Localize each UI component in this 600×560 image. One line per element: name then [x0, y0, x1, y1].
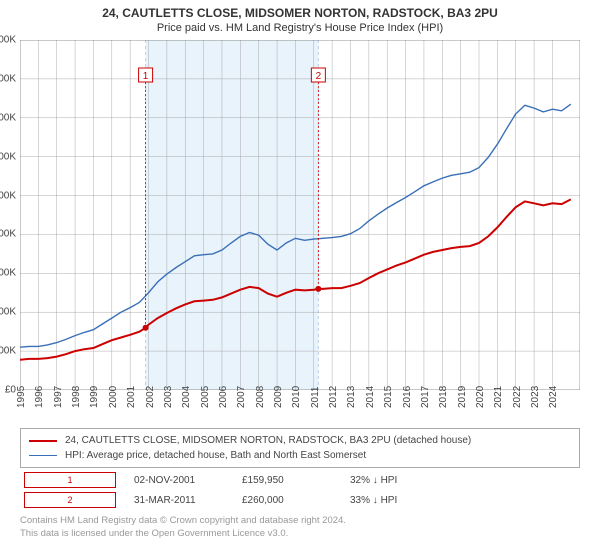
y-tick-label: £0	[5, 385, 16, 396]
svg-text:2: 2	[316, 71, 322, 82]
x-tick-label: 2023	[530, 386, 541, 408]
sale-delta: 33% ↓ HPI	[350, 495, 440, 506]
y-tick-label: £500K	[0, 190, 16, 201]
legend-row-subject: 24, CAUTLETTS CLOSE, MIDSOMER NORTON, RA…	[29, 433, 571, 448]
y-tick-label: £700K	[0, 112, 16, 123]
x-tick-label: 2017	[420, 386, 431, 408]
sales-list: 1 02-NOV-2001 £159,950 32% ↓ HPI 2 31-MAR-201…	[20, 468, 580, 508]
chart-svg: 12	[20, 40, 580, 390]
x-tick-label: 2006	[218, 386, 229, 408]
x-tick-label: 2019	[457, 386, 468, 408]
legend-label-subject: 24, CAUTLETTS CLOSE, MIDSOMER NORTON, RA…	[65, 435, 471, 446]
x-tick-label: 2000	[108, 386, 119, 408]
x-tick-label: 2005	[200, 386, 211, 408]
legend-swatch-hpi	[29, 455, 57, 456]
x-tick-label: 2018	[438, 386, 449, 408]
x-tick-label: 2015	[383, 386, 394, 408]
x-tick-label: 2009	[273, 386, 284, 408]
y-tick-label: £300K	[0, 268, 16, 279]
x-tick-label: 1995	[16, 386, 27, 408]
sale-date: 02-NOV-2001	[134, 475, 224, 486]
y-tick-label: £600K	[0, 151, 16, 162]
x-tick-label: 2012	[328, 386, 339, 408]
x-tick-label: 1999	[89, 386, 100, 408]
footnote: Contains HM Land Registry data © Crown c…	[20, 514, 580, 541]
sale-row: 1 02-NOV-2001 £159,950 32% ↓ HPI	[20, 468, 580, 488]
x-tick-label: 2013	[346, 386, 357, 408]
x-tick-label: 2004	[181, 386, 192, 408]
sale-row: 2 31-MAR-2011 £260,000 33% ↓ HPI	[20, 488, 580, 508]
legend-footer: 24, CAUTLETTS CLOSE, MIDSOMER NORTON, RA…	[20, 428, 580, 541]
x-tick-label: 2007	[236, 386, 247, 408]
x-tick-label: 2014	[365, 386, 376, 408]
x-tick-label: 2008	[255, 386, 266, 408]
title-line2: Price paid vs. HM Land Registry's House …	[0, 22, 600, 34]
x-tick-label: 2011	[310, 386, 321, 408]
x-tick-label: 2022	[512, 386, 523, 408]
legend-swatch-subject	[29, 440, 57, 442]
x-tick-label: 1997	[53, 386, 64, 408]
legend-box: 24, CAUTLETTS CLOSE, MIDSOMER NORTON, RA…	[20, 428, 580, 468]
chart-container: 24, CAUTLETTS CLOSE, MIDSOMER NORTON, RA…	[0, 0, 600, 541]
sale-date: 31-MAR-2011	[134, 495, 224, 506]
y-tick-label: £200K	[0, 307, 16, 318]
sale-marker: 2	[24, 492, 116, 508]
sale-price: £159,950	[242, 475, 332, 486]
x-tick-label: 2016	[402, 386, 413, 408]
x-tick-label: 2003	[163, 386, 174, 408]
y-tick-label: £800K	[0, 73, 16, 84]
x-tick-label: 2002	[145, 386, 156, 408]
sale-delta: 32% ↓ HPI	[350, 475, 440, 486]
sale-marker: 1	[24, 472, 116, 488]
x-tick-label: 2021	[493, 386, 504, 408]
legend-row-hpi: HPI: Average price, detached house, Bath…	[29, 448, 571, 463]
title-line1: 24, CAUTLETTS CLOSE, MIDSOMER NORTON, RA…	[0, 6, 600, 20]
legend-label-hpi: HPI: Average price, detached house, Bath…	[65, 450, 366, 461]
y-tick-label: £400K	[0, 229, 16, 240]
sale-price: £260,000	[242, 495, 332, 506]
x-tick-label: 2010	[291, 386, 302, 408]
svg-text:1: 1	[143, 71, 149, 82]
footnote-line1: Contains HM Land Registry data © Crown c…	[20, 514, 580, 527]
y-tick-label: £900K	[0, 35, 16, 46]
x-tick-label: 2024	[548, 386, 559, 408]
plot-area: 12 £0£100K£200K£300K£400K£500K£600K£700K…	[20, 40, 580, 390]
titles: 24, CAUTLETTS CLOSE, MIDSOMER NORTON, RA…	[0, 0, 600, 36]
y-tick-label: £100K	[0, 346, 16, 357]
x-tick-label: 1998	[71, 386, 82, 408]
x-tick-label: 2020	[475, 386, 486, 408]
x-tick-label: 1996	[34, 386, 45, 408]
footnote-line2: This data is licensed under the Open Gov…	[20, 527, 580, 540]
x-tick-label: 2001	[126, 386, 137, 408]
